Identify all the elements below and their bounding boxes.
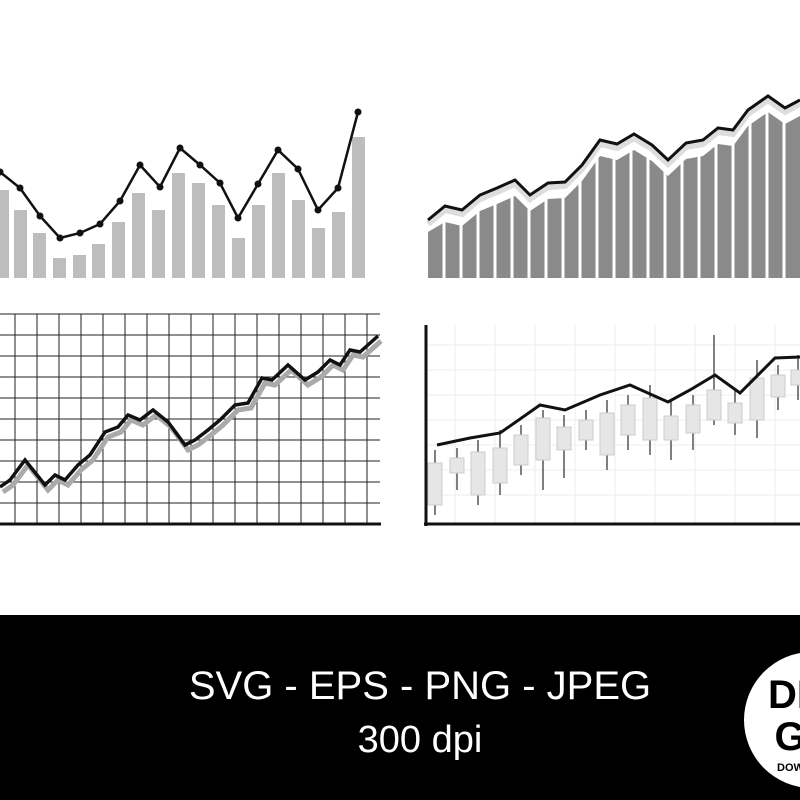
badge-line1: DI <box>768 673 800 717</box>
badge <box>744 653 800 787</box>
banner <box>0 615 800 800</box>
badge-line3: DOWI <box>777 762 800 774</box>
badge-line2: G <box>774 715 800 759</box>
candlestick-illustration <box>424 325 800 526</box>
resolution-text: 300 dpi <box>358 719 483 761</box>
formats-text: SVG - EPS - PNG - JPEG <box>189 664 651 708</box>
area-bars-illustration <box>426 94 800 278</box>
grid-line-illustration <box>0 313 383 526</box>
bar-line-illustration <box>0 108 365 278</box>
